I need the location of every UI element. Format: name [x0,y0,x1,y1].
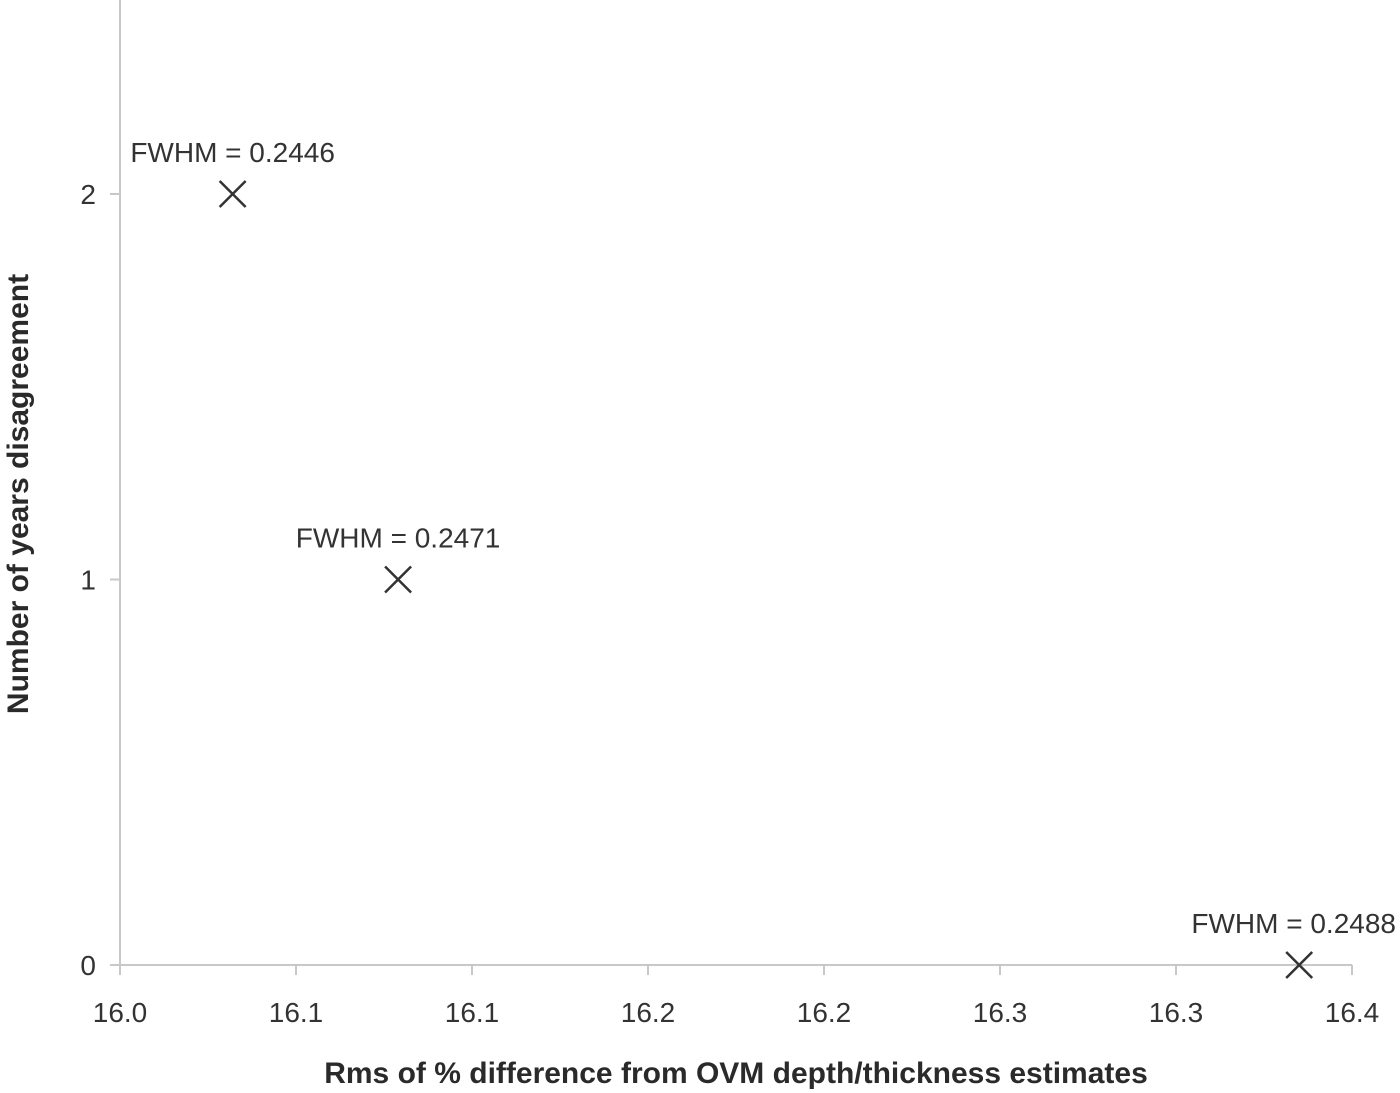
x-tick-label: 16.3 [1149,997,1204,1028]
x-tick-label: 16.2 [621,997,676,1028]
point-data-label: FWHM = 0.2488 [1191,908,1396,939]
x-ticks: 16.0 16.1 16.1 16.2 16.2 16.3 16.3 16.4 [93,965,1380,1028]
x-marker-stroke [1285,951,1314,979]
x-marker-stroke [218,180,247,208]
data-point: FWHM = 0.2471 [296,523,501,594]
x-marker-stroke [384,565,412,594]
x-tick-label: 16.0 [93,997,148,1028]
x-tick-label: 16.1 [269,997,324,1028]
data-point: FWHM = 0.2488 [1191,908,1396,979]
point-data-label: FWHM = 0.2471 [296,523,501,554]
y-tick-label: 0 [80,950,96,981]
x-axis-title: Rms of % difference from OVM depth/thick… [324,1057,1148,1090]
y-tick-label: 2 [80,179,96,210]
y-tick-label: 1 [80,565,96,596]
x-tick-label: 16.2 [797,997,852,1028]
x-tick-label: 16.3 [973,997,1028,1028]
data-point: FWHM = 0.2446 [130,137,335,208]
y-axis-title: Number of years disagreement [2,274,35,714]
point-data-label: FWHM = 0.2446 [130,137,335,168]
x-tick-label: 16.1 [445,997,500,1028]
x-tick-label: 16.4 [1325,997,1380,1028]
data-points: FWHM = 0.2446 FWHM = 0.2471 FWHM = 0.2488 [130,137,1396,979]
y-ticks: 0 1 2 [80,179,120,981]
axes [119,0,1352,966]
